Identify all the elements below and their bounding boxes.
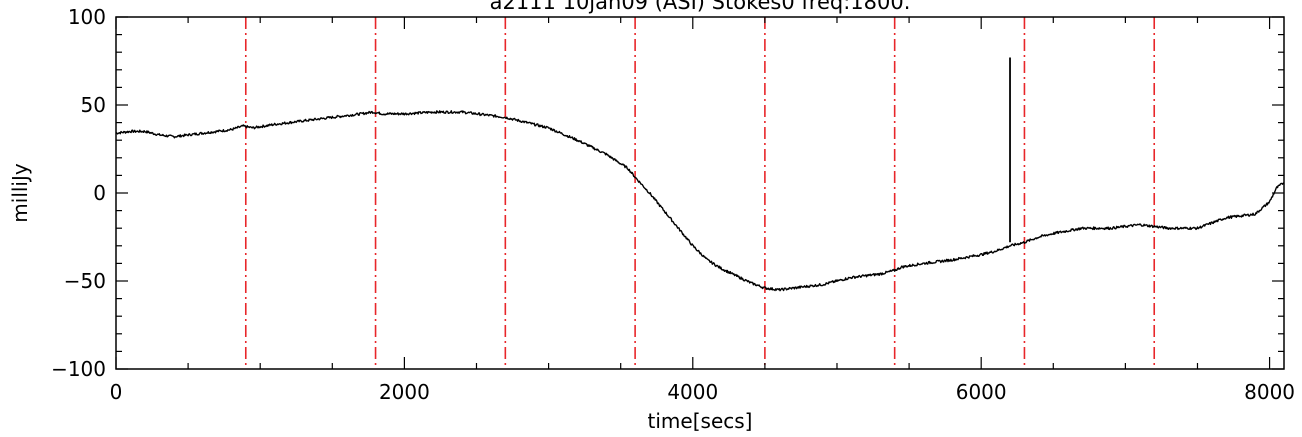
plot-frame xyxy=(115,16,1285,370)
chart-title: a2111 10jan09 (ASI) Stokes0 freq:1800. xyxy=(490,0,911,14)
x-tick-label: 8000 xyxy=(1244,380,1295,404)
y-tick-label: 50 xyxy=(81,93,106,117)
y-axis-title: milliJy xyxy=(8,163,32,223)
y-tick-label: 0 xyxy=(93,181,106,205)
x-tick-label: 6000 xyxy=(956,380,1007,404)
tick-label-group: 0 2000 4000 6000 8000 −100 −50 0 50 100 xyxy=(51,5,1295,404)
tick-group xyxy=(115,16,1284,370)
y-tick-label: 100 xyxy=(68,5,106,29)
series-group xyxy=(115,57,1285,292)
series-line xyxy=(115,110,1285,292)
x-tick-label: 4000 xyxy=(667,380,718,404)
vline-group xyxy=(244,17,1156,369)
x-tick-label: 2000 xyxy=(379,380,430,404)
x-axis-title: time[secs] xyxy=(648,409,753,433)
y-tick-label: −50 xyxy=(64,269,106,293)
y-tick-label: −100 xyxy=(51,357,106,381)
x-tick-label: 0 xyxy=(110,380,123,404)
